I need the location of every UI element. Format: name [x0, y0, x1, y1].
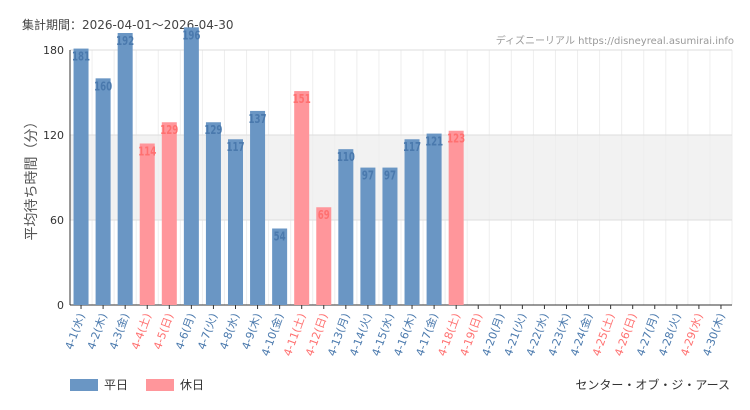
x-tick-label: 4-5(日) [151, 312, 176, 352]
bar [426, 133, 442, 305]
bar [227, 139, 244, 305]
bar-value-label: 114 [138, 145, 156, 159]
bar-value-label: 137 [249, 113, 267, 127]
bar-value-label: 192 [116, 35, 134, 49]
x-tick-label: 4-9(木) [239, 312, 264, 352]
bar [360, 167, 376, 305]
bar-value-label: 69 [318, 209, 330, 223]
bar-value-label: 54 [274, 230, 286, 244]
x-tick-label: 4-8(水) [217, 312, 242, 352]
bar [250, 110, 266, 306]
bar [294, 91, 310, 305]
y-tick-label: 0 [57, 299, 64, 312]
bar [404, 139, 420, 305]
bar [272, 228, 288, 305]
location-label: センター・オブ・ジ・アース [575, 378, 730, 392]
y-axis-label: 平均待ち時間（分） [24, 115, 40, 241]
bar-value-label: 117 [226, 141, 244, 155]
y-tick-label: 60 [50, 214, 64, 227]
bar-value-label: 129 [160, 124, 178, 138]
bar-value-label: 121 [425, 135, 443, 149]
y-tick-label: 180 [43, 44, 64, 57]
bar-value-label: 97 [384, 169, 396, 183]
bar [205, 122, 221, 305]
x-tick-label: 4-1(水) [63, 312, 88, 352]
bar-value-label: 129 [204, 124, 222, 138]
bar-value-label: 123 [447, 132, 465, 146]
bar-value-label: 196 [182, 29, 200, 43]
bar [73, 48, 89, 305]
legend-swatch-holiday [146, 378, 175, 391]
x-tick-label: 4-3(金) [106, 311, 132, 351]
bar [139, 143, 155, 305]
bar [382, 167, 398, 305]
legend-label-holiday: 休日 [180, 378, 205, 392]
bar [183, 27, 199, 305]
legend: 平日 休日 [70, 376, 204, 393]
bar [316, 207, 332, 305]
period-label: 集計期間：2026-04-01～2026-04-30 [22, 18, 234, 32]
x-tick-label: 4-7(火) [195, 312, 220, 352]
bar-value-label: 160 [94, 80, 112, 94]
x-tick-label: 4-6(月) [173, 312, 198, 352]
bar [95, 78, 111, 305]
bar [117, 33, 133, 305]
bar [448, 130, 464, 305]
bar-value-label: 181 [72, 50, 90, 64]
bar [161, 122, 177, 305]
legend-item-weekday[interactable]: 平日 [70, 376, 128, 393]
site-credit: ディズニーリアル https://disneyreal.asumirai.inf… [495, 36, 734, 47]
bar-value-label: 151 [293, 93, 311, 107]
legend-label-weekday: 平日 [104, 378, 129, 392]
legend-swatch-weekday [70, 378, 98, 391]
y-tick-label: 120 [43, 129, 64, 142]
legend-item-holiday[interactable]: 休日 [146, 376, 204, 393]
bar [338, 149, 354, 305]
bar-value-label: 117 [403, 141, 421, 155]
x-tick-label: 4-2(木) [85, 312, 110, 352]
bar-value-label: 110 [337, 151, 355, 165]
bar-value-label: 97 [362, 169, 374, 183]
x-tick-label: 4-4(土) [129, 312, 154, 352]
